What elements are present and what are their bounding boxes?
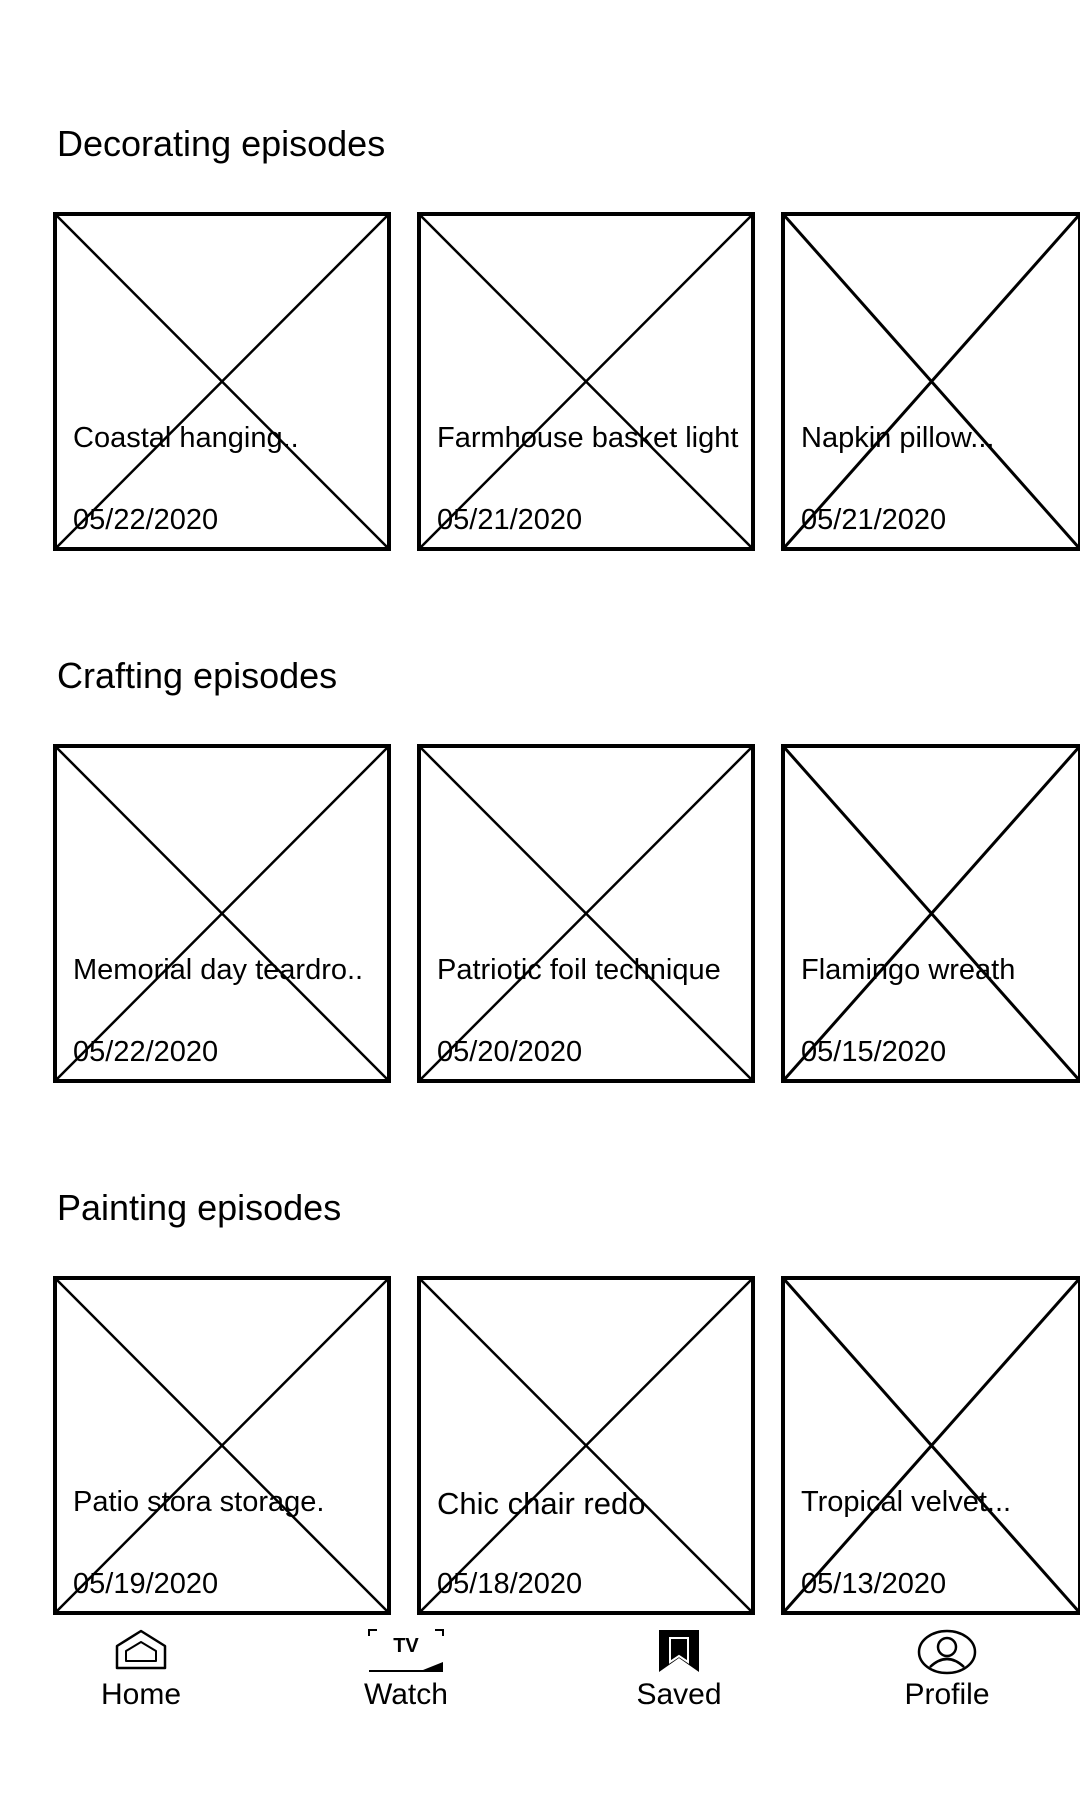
episode-date: 05/19/2020: [73, 1568, 219, 1600]
nav-watch-label: Watch: [364, 1678, 448, 1711]
episode-title: Farmhouse basket light: [437, 422, 739, 454]
episode-title: Tropical velvet...: [801, 1486, 1012, 1518]
image-placeholder-icon: [781, 212, 1080, 551]
episode-card[interactable]: Coastal hanging.. 05/22/2020: [53, 212, 391, 551]
episode-date: 05/22/2020: [73, 1036, 219, 1068]
episode-title: Patriotic foil technique: [437, 954, 721, 986]
profile-icon: [917, 1629, 977, 1675]
home-icon: [115, 1629, 167, 1670]
nav-home-label: Home: [100, 1678, 182, 1711]
nav-profile-label: Profile: [904, 1678, 990, 1711]
episode-card[interactable]: Patriotic foil technique 05/20/2020: [417, 744, 755, 1083]
episode-card[interactable]: Memorial day teardro.. 05/22/2020: [53, 744, 391, 1083]
nav-saved[interactable]: Saved: [604, 1628, 754, 1718]
episode-card[interactable]: Chic chair redo 05/18/2020: [417, 1276, 755, 1615]
section-title-crafting: Crafting episodes: [57, 655, 338, 696]
image-placeholder-icon: [781, 1276, 1080, 1615]
image-placeholder-icon: [781, 744, 1080, 1083]
image-placeholder-icon: [53, 1276, 391, 1615]
episode-title: Patio stora storage.: [73, 1486, 325, 1518]
episode-date: 05/21/2020: [801, 504, 947, 536]
nav-profile[interactable]: Profile: [872, 1628, 1022, 1718]
episode-title: Chic chair redo: [437, 1486, 646, 1521]
bookmark-icon: [659, 1630, 699, 1672]
image-placeholder-icon: [417, 744, 755, 1083]
nav-watch[interactable]: TV Watch: [331, 1628, 481, 1718]
tv-icon-text: TV: [393, 1635, 419, 1657]
image-placeholder-icon: [53, 212, 391, 551]
episode-card[interactable]: Flamingo wreath 05/15/2020: [781, 744, 1080, 1083]
episode-card[interactable]: Farmhouse basket light 05/21/2020: [417, 212, 755, 551]
episode-title: Napkin pillow...: [801, 422, 995, 454]
episode-title: Flamingo wreath: [801, 954, 1016, 986]
episode-card[interactable]: Napkin pillow... 05/21/2020: [781, 212, 1080, 551]
episode-card[interactable]: Patio stora storage. 05/19/2020: [53, 1276, 391, 1615]
section-title-painting: Painting episodes: [57, 1187, 342, 1228]
episode-title: Memorial day teardro..: [73, 954, 364, 986]
episode-date: 05/13/2020: [801, 1568, 947, 1600]
episode-date: 05/22/2020: [73, 504, 219, 536]
image-placeholder-icon: [53, 744, 391, 1083]
episode-card[interactable]: Tropical velvet... 05/13/2020: [781, 1276, 1080, 1615]
image-placeholder-icon: [417, 212, 755, 551]
nav-saved-label: Saved: [636, 1678, 722, 1711]
episode-date: 05/21/2020: [437, 504, 583, 536]
image-placeholder-icon: [417, 1276, 755, 1615]
episode-title: Coastal hanging..: [73, 422, 299, 454]
section-title-decorating: Decorating episodes: [57, 123, 386, 164]
episode-date: 05/15/2020: [801, 1036, 947, 1068]
episode-date: 05/20/2020: [437, 1036, 583, 1068]
tv-icon: TV: [368, 1629, 444, 1672]
nav-home[interactable]: Home: [66, 1628, 216, 1718]
episode-date: 05/18/2020: [437, 1568, 583, 1600]
